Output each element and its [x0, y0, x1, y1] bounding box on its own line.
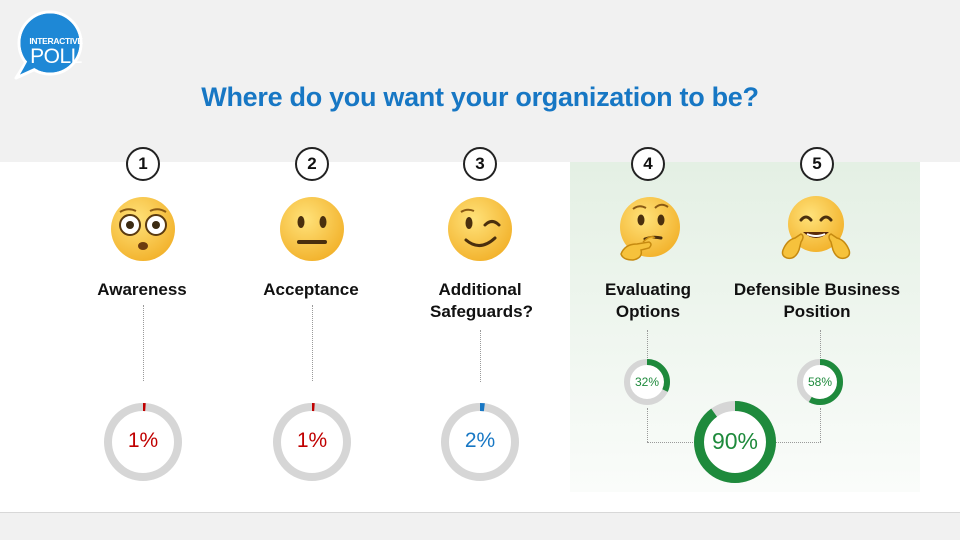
- option-number-3: 3: [463, 147, 497, 181]
- result-donut-1: [104, 403, 182, 481]
- donut-arc: [797, 359, 843, 405]
- connector-line: [647, 330, 648, 358]
- option-number-1: 1: [126, 147, 160, 181]
- connector-line: [647, 442, 695, 443]
- flushed-face-icon: [111, 197, 175, 261]
- result-donut-5: [797, 359, 843, 405]
- result-value-5: 58%: [807, 375, 833, 389]
- combined-result-donut: [694, 401, 776, 483]
- option-number-4: 4: [631, 147, 665, 181]
- winking-face-icon: [448, 197, 512, 261]
- result-donut-4: [624, 359, 670, 405]
- connector-line: [143, 305, 144, 381]
- header-band: [0, 0, 960, 162]
- result-donut-3: [441, 403, 519, 481]
- interactive-poll-badge: INTERACTIVE POLL: [12, 10, 88, 80]
- badge-line-1: INTERACTIVE: [29, 36, 83, 46]
- thinking-face-icon: [620, 197, 680, 261]
- result-value-4: 32%: [634, 375, 660, 389]
- option-number-2: 2: [295, 147, 329, 181]
- connector-line: [647, 408, 648, 442]
- combined-result-value: 90%: [711, 428, 759, 454]
- result-value-2: 1%: [296, 429, 328, 452]
- option-number-5: 5: [800, 147, 834, 181]
- option-label-evaluating-options: Evaluating Options: [605, 280, 691, 321]
- donut-arc: [694, 401, 776, 483]
- option-label-defensible-business-position: Defensible Business Position: [733, 280, 901, 321]
- connector-line: [480, 330, 481, 382]
- connector-line: [312, 305, 313, 381]
- hugging-face-icon: [781, 196, 851, 260]
- result-donut-2: [273, 403, 351, 481]
- page-title: Where do you want your organization to b…: [201, 82, 759, 112]
- result-value-3: 2%: [464, 429, 496, 452]
- donut-arc: [624, 359, 670, 405]
- donut-arc: [273, 403, 351, 481]
- option-label-additional-safeguards: Additional Safeguards?: [430, 280, 533, 321]
- connector-line: [820, 408, 821, 442]
- badge-line-2: POLL: [30, 45, 82, 68]
- footer-divider: [0, 512, 960, 513]
- option-label-acceptance: Acceptance: [263, 280, 359, 299]
- option-label-awareness: Awareness: [97, 280, 187, 299]
- donut-arc: [441, 403, 519, 481]
- connector-line: [776, 442, 821, 443]
- speech-bubble-icon: [14, 10, 83, 80]
- connector-line: [820, 330, 821, 358]
- result-value-1: 1%: [127, 429, 159, 452]
- donut-arc: [104, 403, 182, 481]
- neutral-face-icon: [280, 197, 344, 261]
